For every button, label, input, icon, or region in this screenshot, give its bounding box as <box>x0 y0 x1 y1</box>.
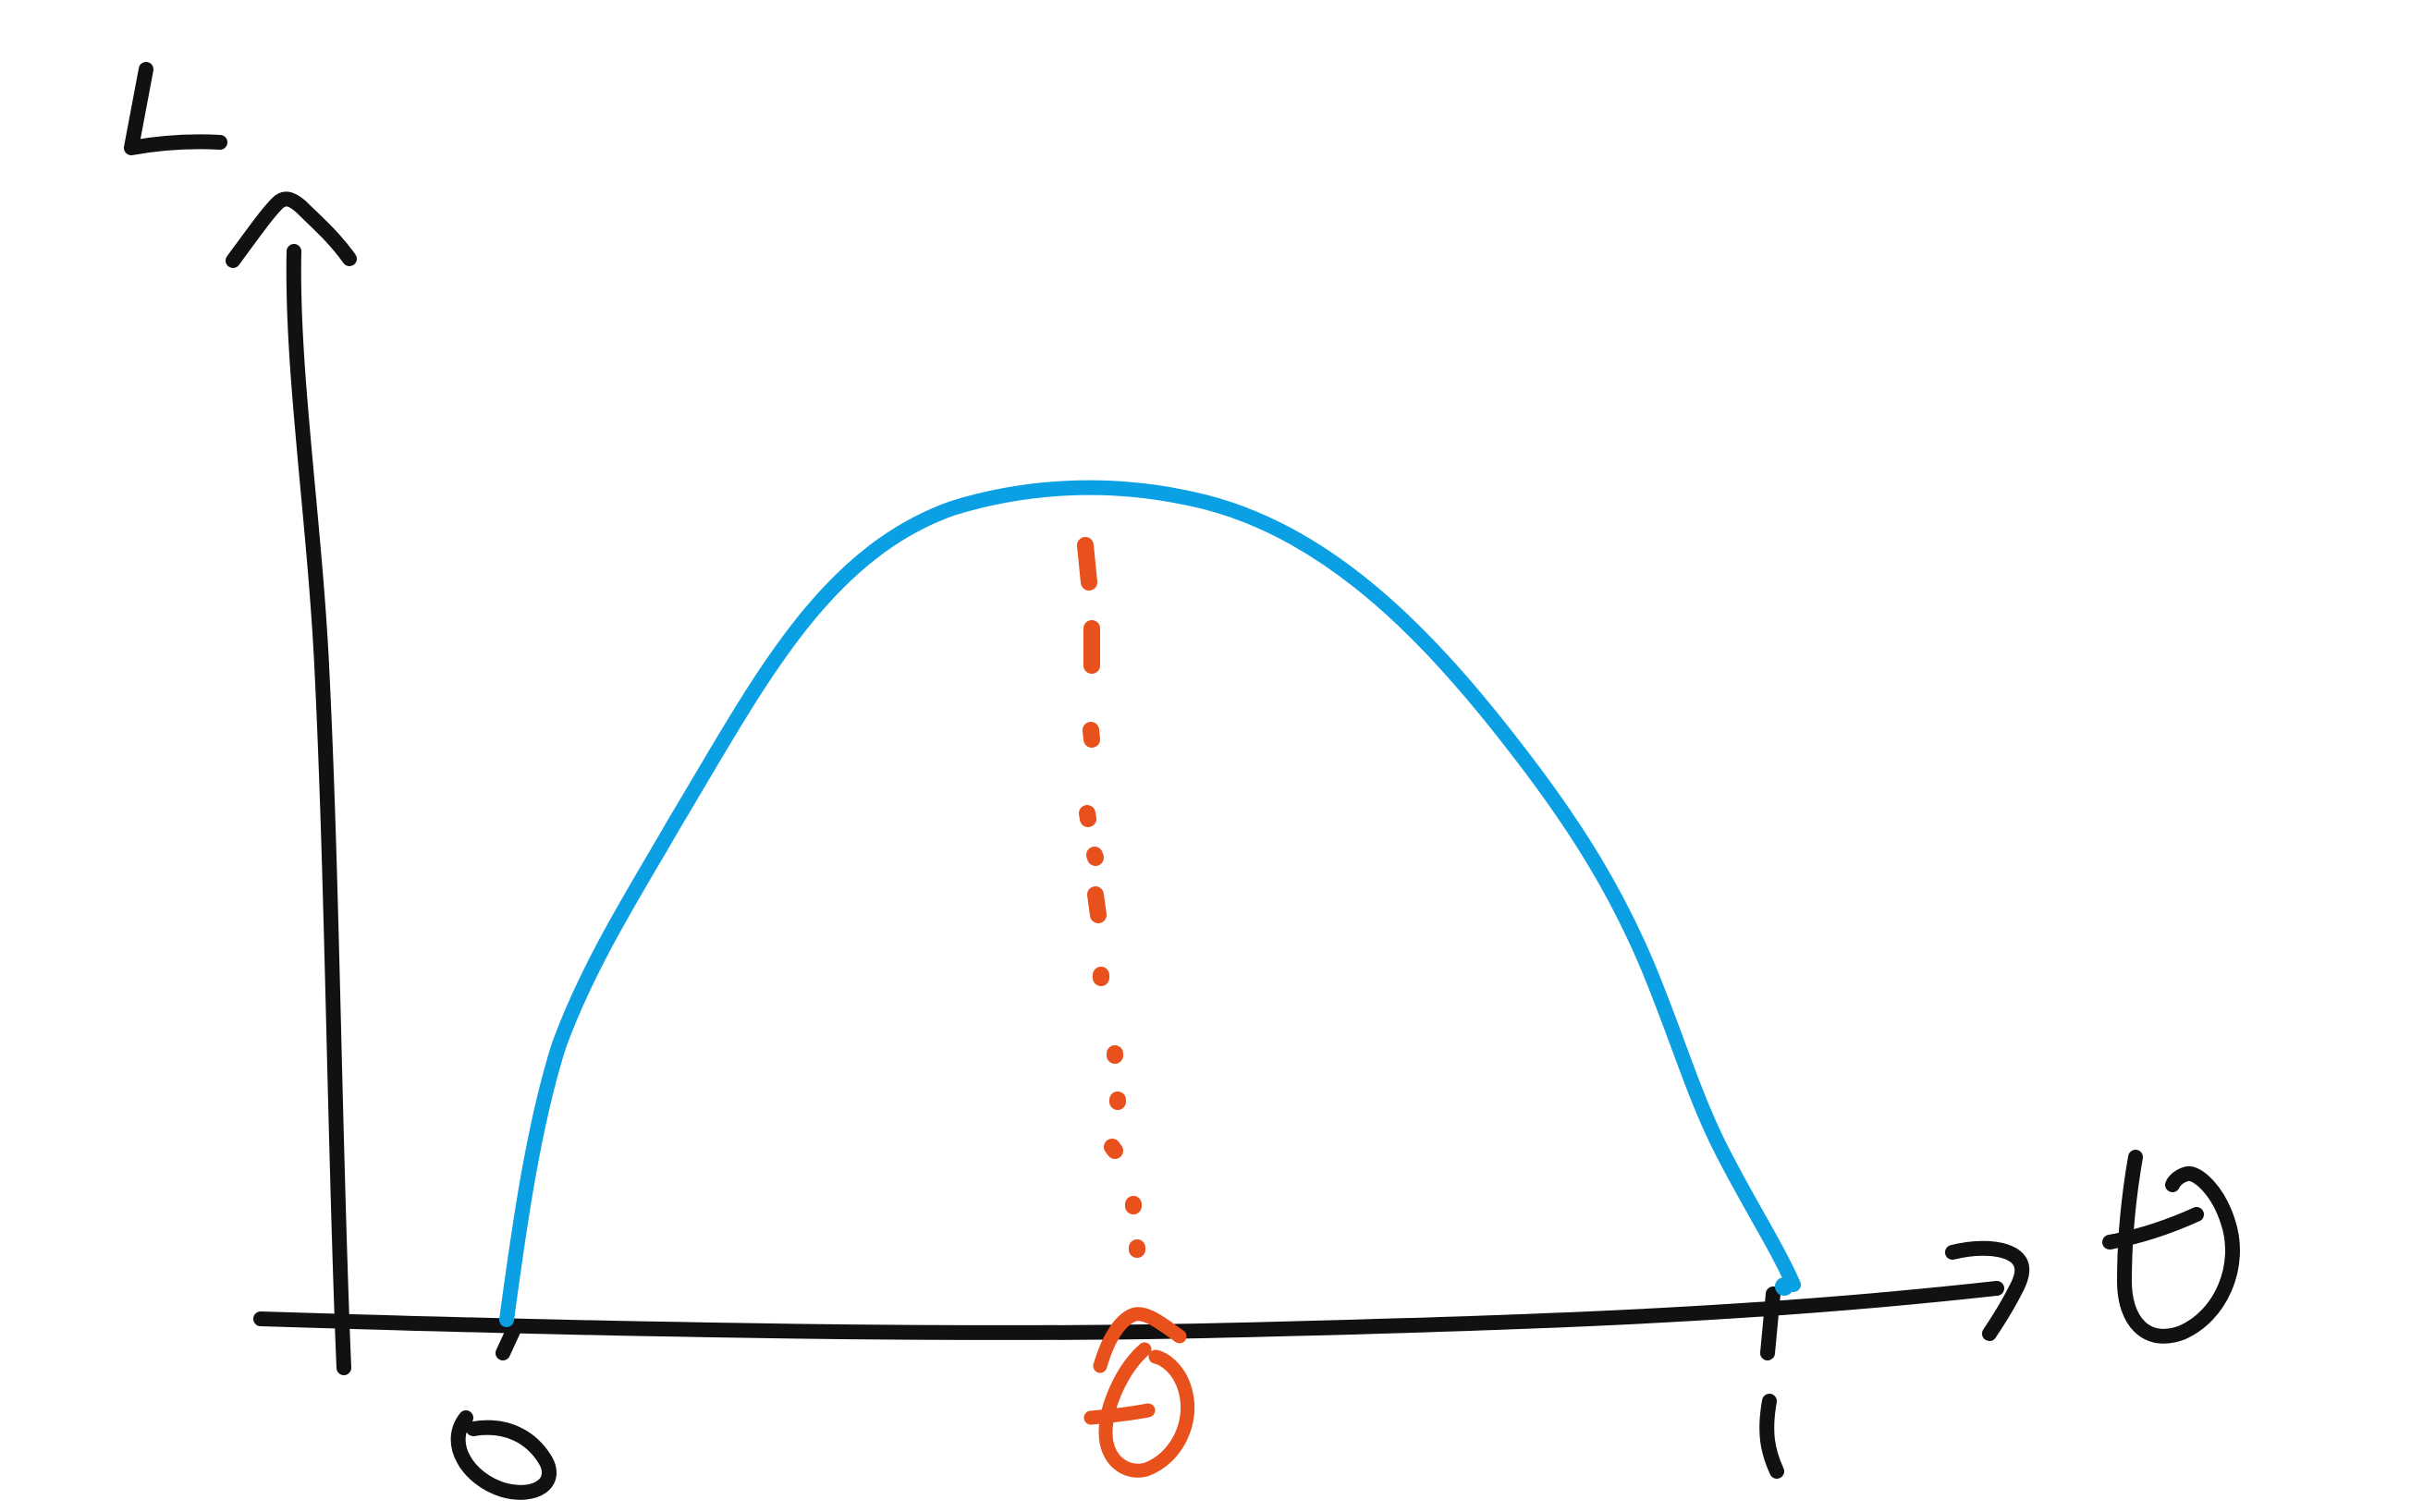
x-tick-label-one: 1 <box>1759 1394 1784 1479</box>
y-axis-label: L <box>124 62 227 155</box>
peak-marker-dot <box>1079 805 1096 827</box>
tick-mark-one <box>1760 1286 1781 1360</box>
y-axis <box>286 244 351 1375</box>
peak-marker-dot <box>1083 722 1100 748</box>
peak-marker-dot <box>1077 537 1097 591</box>
tick-mark-zero <box>496 1322 521 1360</box>
x-tick-label-zero: 0 <box>450 1410 557 1500</box>
x-axis <box>253 1281 2004 1340</box>
peak-marker-dot <box>1104 1139 1123 1159</box>
x-axis-label: θ <box>2102 1150 2240 1344</box>
peak-label-theta-hat: θ̂ <box>1083 1307 1195 1478</box>
x-axis-arrowhead <box>1945 1240 2030 1341</box>
peak-marker-dotted-line <box>1077 537 1145 1258</box>
y-axis-arrowhead <box>226 191 357 268</box>
likelihood-curve <box>499 480 1801 1327</box>
curve-end-dot <box>1775 1277 1793 1296</box>
peak-marker-dot <box>1087 886 1107 923</box>
